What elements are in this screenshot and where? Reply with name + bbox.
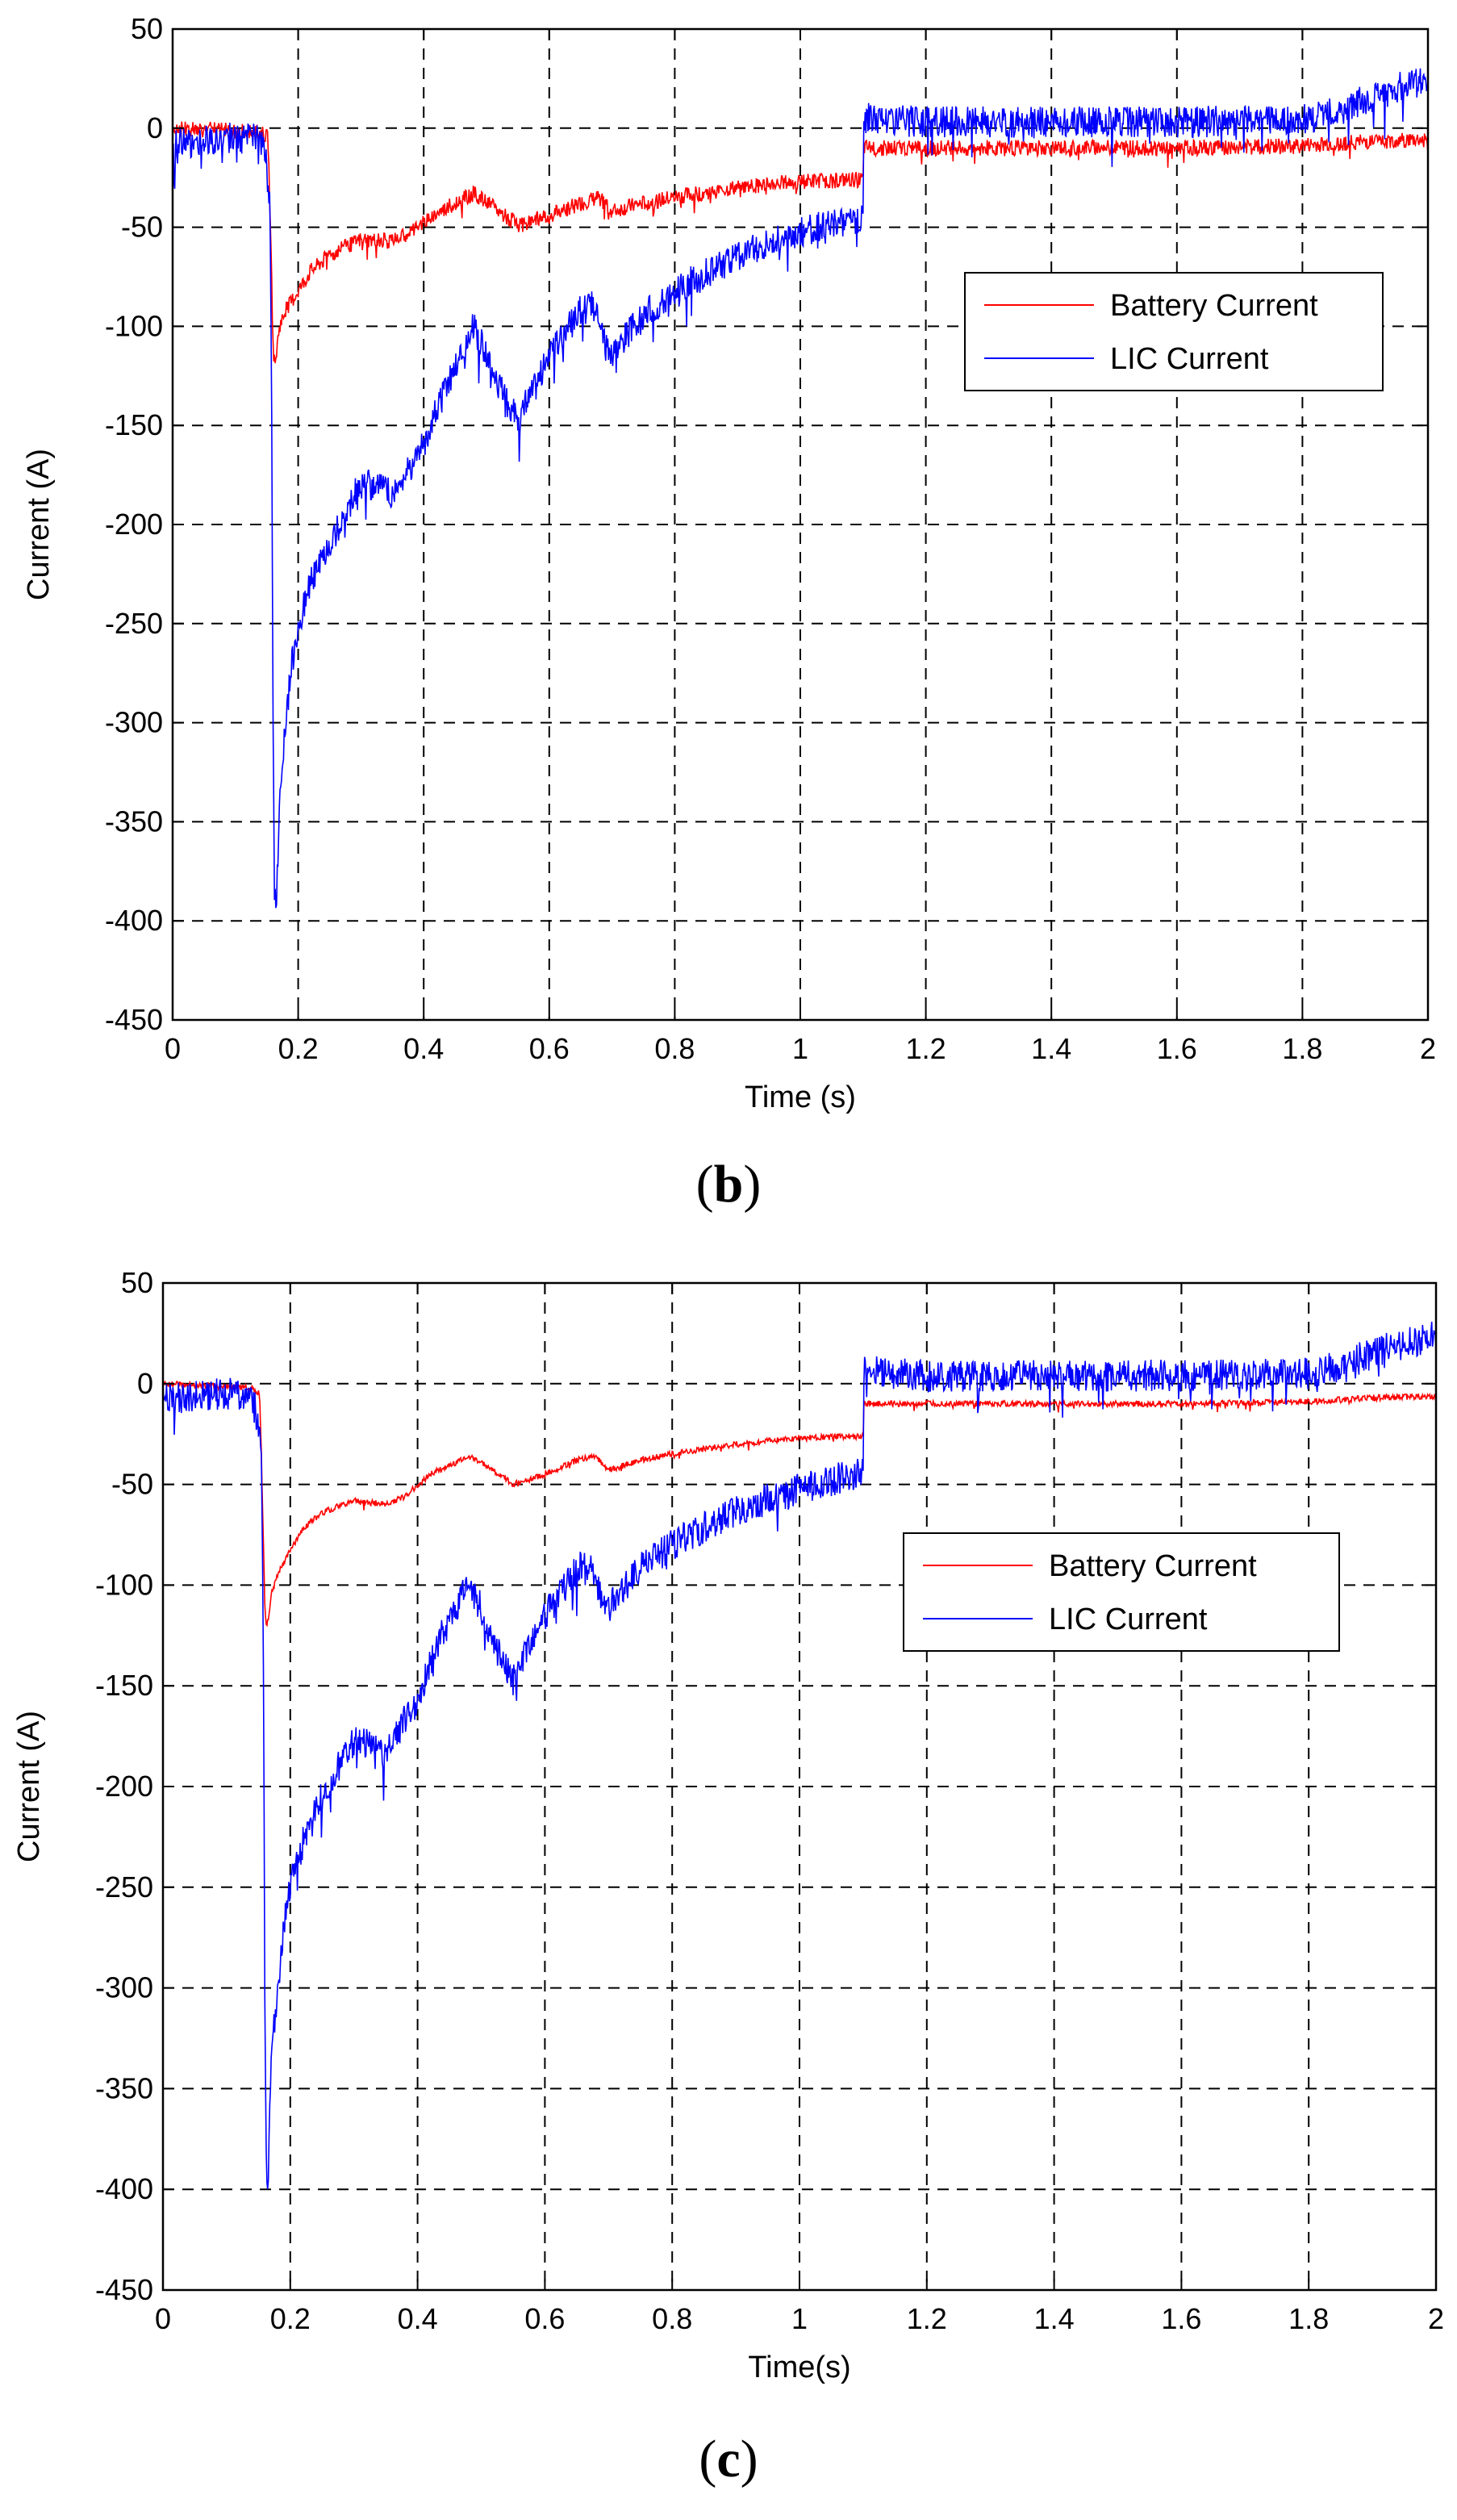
y-tick-label: 0 (137, 1367, 153, 1400)
x-tick-label: 0 (165, 1032, 181, 1065)
y-axis-label: Current (A) (12, 1711, 46, 1862)
x-tick-label: 2 (1428, 2302, 1444, 2335)
line-chart-c: 0 0.2 0.4 0.6 0.8 1 1.2 1.4 1.6 1.8 2 50 0 -50 -100 -15… (12, 1266, 1444, 2384)
y-tick-label: -300 (95, 1971, 153, 2004)
chart-panel-b: 0 0.2 0.4 0.6 0.8 1 1.2 1.4 1.6 1.8 2 50 0 -50 -100 -15… (0, 0, 1457, 1243)
y-tick-label: -150 (95, 1669, 153, 1702)
x-tick-label: 1.4 (1034, 2302, 1075, 2335)
y-tick-label: -400 (95, 2172, 153, 2205)
x-tick-label: 0.8 (654, 1032, 695, 1065)
legend-label-lic-current: LIC Current (1110, 342, 1269, 376)
y-tick-label: -400 (105, 904, 163, 937)
series-group (163, 1321, 1436, 2189)
y-tick-label: -100 (105, 309, 163, 342)
y-tick-label: -300 (105, 706, 163, 739)
y-tick-label: -150 (105, 408, 163, 441)
x-tick-label: 1.8 (1288, 2302, 1329, 2335)
x-tick-label: 1.6 (1157, 1032, 1197, 1065)
line-chart-b: 0 0.2 0.4 0.6 0.8 1 1.2 1.4 1.6 1.8 2 50 0 -50 -100 -15… (22, 12, 1436, 1114)
x-tick-label: 0.6 (524, 2302, 565, 2335)
x-tick-label: 0.4 (403, 1032, 444, 1065)
y-tick-label: -200 (95, 1770, 153, 1803)
x-tick-label: 1 (791, 2302, 808, 2335)
x-tick-label: 0 (155, 2302, 171, 2335)
legend-label-battery-current: Battery Current (1049, 1549, 1257, 1583)
y-tick-label: -250 (105, 607, 163, 640)
x-tick-label: 1.2 (907, 2302, 947, 2335)
legend: Battery Current LIC Current (903, 1532, 1340, 1652)
x-tick-label: 1.4 (1031, 1032, 1071, 1065)
legend-box (964, 272, 1384, 391)
legend-label-battery-current: Battery Current (1110, 289, 1318, 323)
y-tick-label: -450 (105, 1003, 163, 1036)
legend: Battery Current LIC Current (964, 272, 1384, 391)
y-tick-label: -350 (105, 804, 163, 838)
x-axis-label: Time(s) (748, 2351, 850, 2384)
series-group (173, 68, 1428, 909)
y-tick-label: 50 (131, 12, 163, 45)
x-tick-label: 2 (1420, 1032, 1436, 1065)
y-tick-label: -250 (95, 1870, 153, 1904)
y-tick-label: -200 (105, 508, 163, 541)
y-axis-label: Current (A) (22, 449, 56, 600)
x-tick-label: 0.8 (652, 2302, 692, 2335)
x-tick-label: 1 (792, 1032, 808, 1065)
x-tick-label: 0.6 (529, 1032, 570, 1065)
series-line-battery-current (173, 121, 1428, 364)
series-line-lic-current (163, 1321, 1436, 2189)
x-tick-label: 0.4 (398, 2302, 438, 2335)
y-tick-label: -100 (95, 1568, 153, 1601)
legend-label-lic-current: LIC Current (1049, 1603, 1208, 1636)
series-line-battery-current (163, 1380, 1436, 1628)
caption-b-letter: b (713, 1155, 744, 1214)
grid (163, 1283, 1436, 2290)
caption-b: (b) (695, 1155, 762, 1214)
y-tick-label: -50 (111, 1468, 153, 1501)
y-tick-label: -450 (95, 2273, 153, 2306)
ticks: 0 0.2 0.4 0.6 0.8 1 1.2 1.4 1.6 1.8 2 50 0 -50 -100 -15… (95, 1266, 1444, 2335)
y-tick-label: -50 (121, 211, 163, 244)
x-tick-label: 1.6 (1161, 2302, 1201, 2335)
x-tick-label: 1.2 (906, 1032, 946, 1065)
series-line-lic-current (173, 68, 1428, 909)
x-tick-label: 1.8 (1282, 1032, 1322, 1065)
caption-c-letter: c (716, 2430, 741, 2489)
x-tick-label: 0.2 (270, 2302, 311, 2335)
grid (173, 29, 1428, 1020)
y-tick-label: 50 (121, 1266, 153, 1299)
chart-panel-c: 0 0.2 0.4 0.6 0.8 1 1.2 1.4 1.6 1.8 2 50 0 -50 -100 -15… (0, 1259, 1457, 2516)
y-tick-label: 0 (147, 111, 163, 144)
x-axis-label: Time (s) (745, 1080, 856, 1114)
caption-c: (c) (699, 2430, 758, 2489)
ticks: 0 0.2 0.4 0.6 0.8 1 1.2 1.4 1.6 1.8 2 50 0 -50 -100 -15… (105, 12, 1436, 1065)
x-tick-label: 0.2 (278, 1032, 319, 1065)
legend-box (903, 1532, 1340, 1652)
y-tick-label: -350 (95, 2071, 153, 2104)
